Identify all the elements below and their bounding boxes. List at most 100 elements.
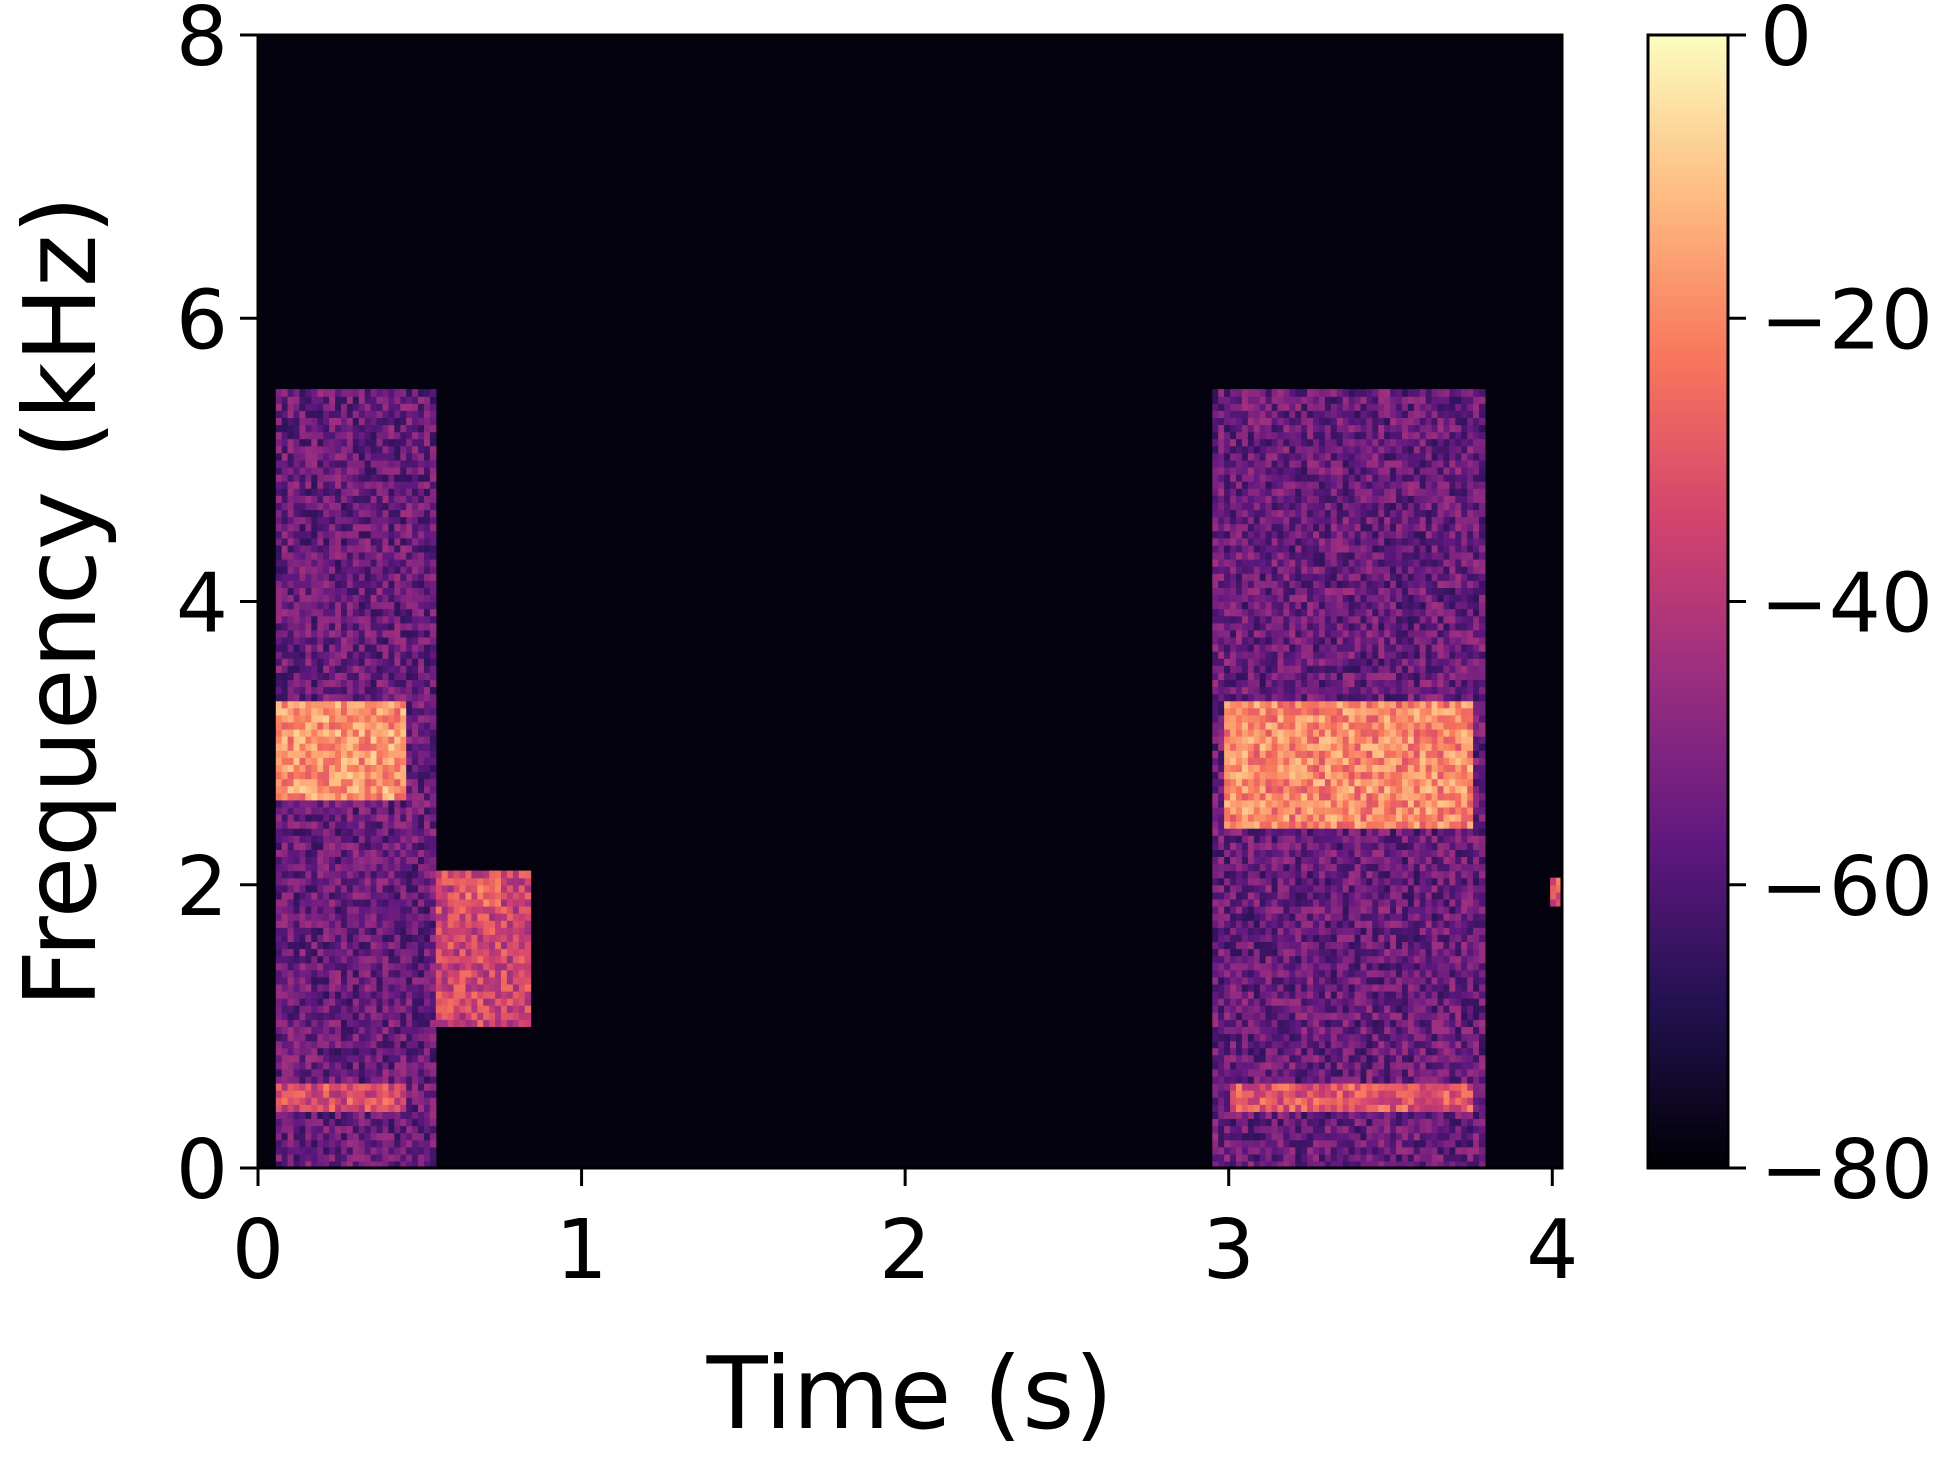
spectrogram-cell: [1224, 537, 1231, 546]
spectrogram-cell: [275, 622, 283, 631]
spectrogram-cell: [358, 757, 366, 765]
spectrogram-cell: [1218, 622, 1225, 631]
spectrogram-cell: [346, 700, 354, 709]
spectrogram-cell: [287, 566, 295, 574]
spectrogram-cell: [1218, 467, 1225, 475]
spectrogram-cell: [329, 778, 336, 787]
spectrogram-cell: [1224, 1153, 1231, 1162]
spectrogram-cell: [418, 714, 425, 723]
spectrogram-cell: [305, 629, 312, 638]
spectrogram-cell: [376, 750, 383, 758]
spectrogram-cell: [382, 870, 389, 879]
spectrogram-cell: [1271, 566, 1279, 574]
spectrogram-cell: [406, 729, 413, 737]
spectrogram-cell: [329, 396, 336, 404]
spectrogram-cell: [341, 806, 348, 815]
spectrogram-cell: [1218, 396, 1225, 404]
spectrogram-cell: [299, 870, 306, 879]
spectrogram-cell: [483, 870, 490, 879]
spectrogram-cell: [352, 821, 360, 829]
spectrogram-cell: [453, 983, 461, 992]
spectrogram-cell: [1247, 644, 1255, 652]
spectrogram-cell: [1277, 615, 1284, 624]
spectrogram-cell: [293, 828, 301, 836]
spectrogram-cell: [1247, 530, 1255, 539]
spectrogram-cell: [453, 969, 461, 978]
spectrogram-cell: [352, 636, 360, 645]
spectrogram-cell: [429, 396, 437, 404]
spectrogram-cell: [335, 976, 342, 985]
spectrogram-cell: [1259, 1090, 1267, 1098]
spectrogram-cell: [317, 948, 324, 957]
spectrogram-cell: [370, 672, 378, 680]
spectrogram-cell: [293, 714, 301, 723]
spectrogram-cell: [323, 1005, 330, 1013]
spectrogram-cell: [424, 679, 431, 688]
spectrogram-cell: [406, 452, 413, 461]
spectrogram-cell: [394, 1153, 401, 1162]
spectrogram-cell: [329, 559, 336, 567]
spectrogram-cell: [1259, 438, 1267, 447]
spectrogram-cell: [441, 884, 449, 893]
spectrogram-cell: [424, 644, 431, 652]
spectrogram-cell: [1230, 431, 1237, 440]
spectrogram-cell: [1295, 580, 1302, 588]
spectrogram-cell: [376, 849, 383, 857]
spectrogram-cell: [275, 1160, 283, 1168]
spectrogram-cell: [1265, 424, 1273, 433]
spectrogram-cell: [506, 870, 514, 879]
spectrogram-cell: [1236, 672, 1243, 680]
spectrogram-cell: [370, 785, 378, 794]
spectrogram-cell: [1277, 1132, 1284, 1141]
spectrogram-cell: [1247, 1111, 1255, 1119]
spectrogram-cell: [1289, 488, 1296, 496]
spectrogram-cell: [406, 438, 413, 447]
spectrogram-cell: [341, 1125, 348, 1134]
spectrogram-cell: [299, 969, 306, 978]
spectrogram-cell: [299, 686, 306, 695]
spectrogram-cell: [1212, 459, 1219, 468]
spectrogram-cell: [1289, 1132, 1296, 1141]
spectrogram-cell: [299, 516, 306, 525]
spectrogram-cell: [275, 750, 283, 758]
spectrogram-cell: [424, 927, 431, 935]
spectrogram-cell: [1265, 644, 1273, 652]
spectrogram-cell: [1265, 736, 1273, 744]
spectrogram-cell: [418, 1132, 425, 1141]
spectrogram-cell: [400, 601, 407, 610]
spectrogram-cell: [293, 1083, 301, 1091]
spectrogram-cell: [1253, 1061, 1261, 1070]
spectrogram-cell: [299, 551, 306, 560]
spectrogram-cell: [1218, 580, 1225, 588]
spectrogram-cell: [287, 721, 295, 730]
spectrogram-cell: [329, 481, 336, 489]
spectrogram-cell: [424, 396, 431, 404]
spectrogram-cell: [1295, 452, 1302, 461]
spectrogram-cell: [1236, 806, 1243, 815]
spectrogram-cell: [388, 771, 395, 780]
spectrogram-cell: [346, 891, 354, 900]
spectrogram-cell: [406, 481, 413, 489]
spectrogram-cell: [459, 884, 466, 893]
spectrogram-cell: [299, 906, 306, 914]
spectrogram-cell: [1224, 1104, 1231, 1112]
spectrogram-cell: [388, 1118, 395, 1127]
spectrogram-cell: [1295, 438, 1302, 447]
spectrogram-cell: [311, 488, 318, 496]
spectrogram-cell: [1265, 913, 1273, 921]
spectrogram-cell: [281, 509, 289, 518]
spectrogram-cell: [406, 941, 413, 950]
spectrogram-cell: [512, 1019, 520, 1027]
spectrogram-cell: [317, 1033, 324, 1042]
spectrogram-cell: [435, 962, 443, 971]
spectrogram-cell: [275, 1104, 283, 1112]
spectrogram-cell: [1212, 615, 1219, 624]
spectrogram-cell: [1277, 1033, 1284, 1042]
spectrogram-cell: [1277, 693, 1284, 702]
spectrogram-cell: [501, 955, 508, 964]
spectrogram-cell: [323, 474, 330, 482]
spectrogram-cell: [394, 983, 401, 992]
spectrogram-cell: [293, 743, 301, 751]
spectrogram-cell: [429, 651, 437, 659]
spectrogram-cell: [1241, 452, 1249, 461]
